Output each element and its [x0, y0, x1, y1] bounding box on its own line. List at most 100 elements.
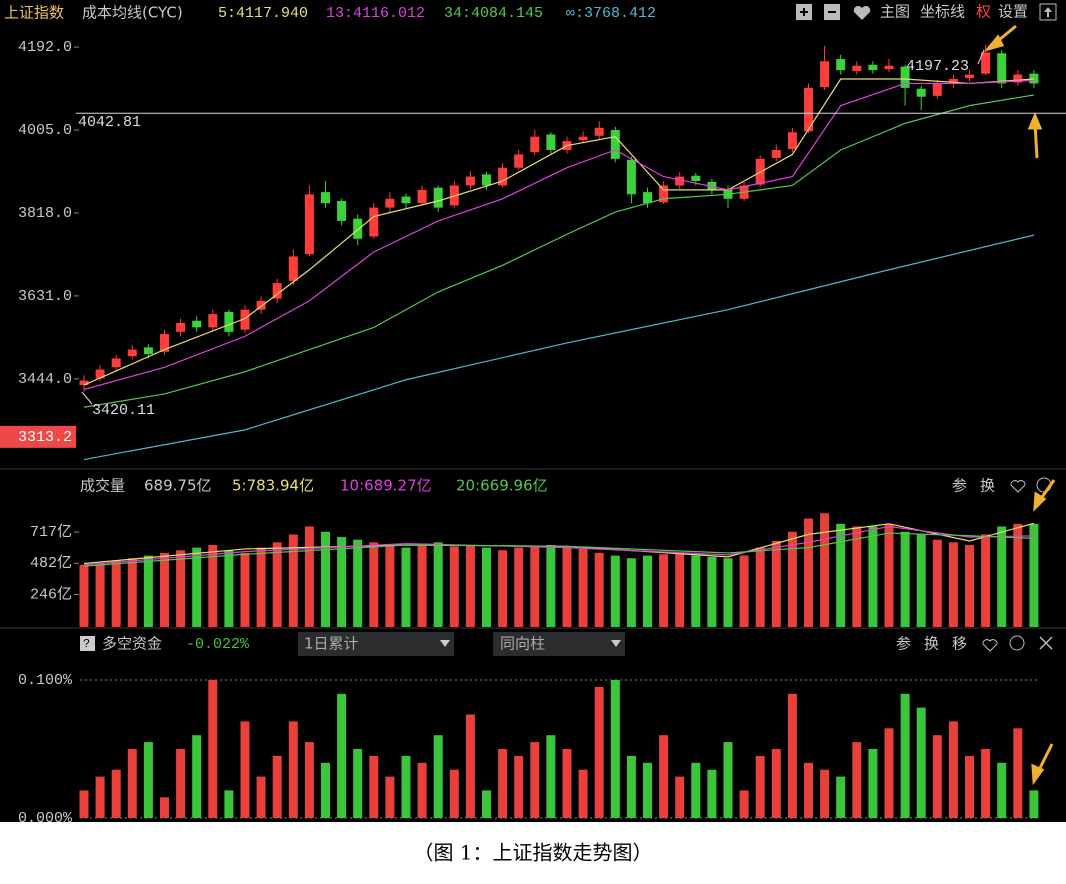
bar [852, 526, 862, 627]
bar [385, 544, 395, 627]
bar [240, 721, 250, 818]
dropdown[interactable] [493, 632, 625, 656]
toolbar-button[interactable]: 换 [924, 635, 939, 653]
low-pointer [81, 391, 93, 405]
candle-body [836, 59, 846, 71]
candle-body [353, 218, 363, 239]
bar [820, 513, 830, 627]
bar [192, 735, 202, 818]
bar [578, 548, 588, 627]
moving-average [83, 532, 1034, 567]
bar [755, 755, 765, 818]
bar [546, 544, 556, 627]
plus [800, 8, 808, 16]
close[interactable] [1039, 636, 1053, 650]
candle-body [610, 130, 620, 159]
candle-body [272, 283, 282, 299]
bar [578, 769, 588, 818]
candle-body [707, 181, 717, 190]
candle-body [369, 207, 379, 237]
candle-body [143, 347, 153, 355]
y-tick-label: 717亿 [30, 523, 72, 541]
moving-average [83, 94, 1034, 408]
toolbar-button[interactable]: 参 [952, 477, 967, 495]
dropdown[interactable] [298, 632, 454, 656]
bar [610, 555, 620, 627]
bar [288, 721, 298, 818]
bar [787, 693, 797, 818]
bar [659, 735, 669, 818]
toolbar-button[interactable]: 坐标线 [920, 3, 965, 21]
bar [659, 554, 669, 627]
bar [224, 550, 234, 627]
bar [160, 552, 169, 627]
bar [417, 762, 427, 818]
bar [401, 547, 411, 627]
bar [514, 547, 524, 627]
toolbar-button[interactable]: 主图 [880, 3, 910, 21]
candle-body [337, 200, 347, 221]
bar [916, 707, 926, 818]
candle-body [79, 380, 89, 386]
dropdown-label[interactable]: 同向柱 [500, 635, 545, 653]
toolbar-button[interactable]: 换 [980, 477, 995, 495]
bar [79, 790, 89, 818]
bar [272, 542, 282, 627]
bar [208, 680, 218, 818]
bar [610, 680, 620, 818]
bar [723, 558, 733, 627]
bar [240, 552, 250, 627]
bar [449, 546, 459, 627]
bar [707, 556, 717, 627]
toolbar-button[interactable]: 移 [952, 635, 967, 653]
bar [465, 714, 475, 818]
expand[interactable] [1039, 3, 1057, 21]
bar [530, 546, 540, 627]
high-label: 4197.23 [906, 58, 969, 75]
candle-body [787, 132, 797, 150]
bar [820, 769, 830, 818]
candle-body [498, 167, 508, 186]
candle-body [514, 154, 524, 168]
bar [723, 742, 733, 818]
candle-body [127, 349, 137, 357]
bar [514, 755, 524, 818]
bar [948, 542, 958, 627]
y-tick-label: 246亿 [30, 585, 72, 603]
bar [981, 749, 991, 818]
candle-body [948, 79, 958, 83]
candle-body [224, 311, 234, 332]
zoom[interactable] [1009, 635, 1025, 651]
dropdown-label[interactable]: 1日累计 [304, 635, 359, 653]
bar [643, 762, 652, 818]
candle-body [1029, 73, 1039, 84]
y-tick-label: 0.100% [18, 672, 73, 689]
panel-title: 多空资金 [102, 635, 162, 653]
arrow-head [1027, 112, 1043, 130]
toolbar-icons[interactable] [796, 3, 1057, 21]
bar [562, 749, 572, 818]
toolbar-button[interactable]: 设置 [998, 3, 1028, 21]
candle-body [965, 74, 974, 79]
candle-body [160, 334, 169, 352]
arrow [1044, 7, 1052, 17]
bar [337, 693, 347, 818]
bar [900, 693, 910, 818]
y-tick-label: 482亿 [30, 554, 72, 572]
favorite[interactable] [853, 5, 871, 20]
bar [111, 560, 121, 627]
bar [369, 542, 379, 627]
candle-body [916, 88, 926, 97]
bar [304, 526, 314, 627]
bar [143, 555, 153, 627]
favorite[interactable] [1010, 480, 1026, 493]
candle-body [643, 192, 652, 204]
favorite[interactable] [982, 639, 998, 652]
bar [208, 544, 218, 627]
toolbar-button[interactable]: 参 [896, 635, 911, 653]
help[interactable] [80, 636, 95, 651]
bar [1029, 790, 1039, 818]
candle-body [868, 64, 878, 71]
toolbar-button[interactable]: 权 [976, 3, 991, 21]
